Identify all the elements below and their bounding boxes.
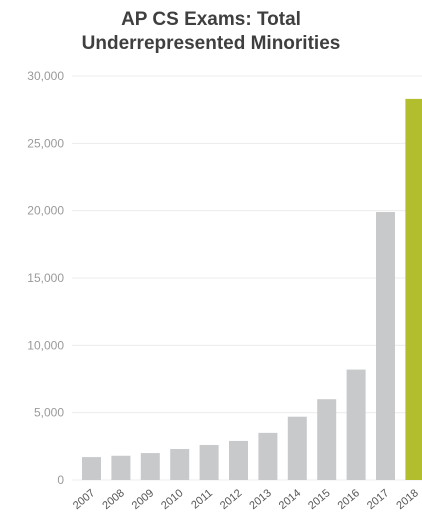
x-axis-ticks: 2007 2008 2009 2010 2011 2012 2013 2014 2015 2016…	[71, 487, 421, 512]
x-tick-label-2012: 2012	[218, 487, 244, 512]
y-tick-label: 25,000	[27, 136, 64, 150]
chart-title-line-2: Underrepresented Minorities	[81, 33, 341, 54]
chart-title: AP CS Exams: Total Underrepresented Mino…	[0, 8, 422, 56]
y-tick-label: 10,000	[27, 338, 64, 352]
x-tick-label-2018: 2018	[394, 487, 420, 512]
x-tick-label-2010: 2010	[159, 487, 185, 512]
y-tick-label: 5,000	[34, 406, 64, 420]
x-tick-label-2013: 2013	[247, 487, 273, 512]
bar-2018	[405, 98, 422, 480]
bar-2010	[170, 449, 190, 480]
x-tick-label-2008: 2008	[100, 487, 126, 512]
bar-2012	[229, 440, 248, 480]
gridlines	[72, 75, 422, 481]
x-tick-label-2011: 2011	[189, 487, 215, 511]
chart-title-line-1: AP CS Exams: Total	[121, 9, 301, 30]
x-tick-label-2016: 2016	[336, 487, 362, 512]
x-tick-label-2015: 2015	[306, 487, 332, 512]
y-tick-label: 0	[57, 473, 64, 487]
y-tick-label: 20,000	[27, 204, 64, 218]
bar-2007	[82, 457, 101, 480]
bars	[82, 98, 422, 480]
x-tick-label-2007: 2007	[71, 487, 97, 512]
bar-2014	[287, 416, 307, 480]
x-tick-label-2009: 2009	[130, 487, 156, 512]
bar-2011	[199, 444, 219, 480]
bar-2017	[376, 212, 395, 480]
y-axis-ticks: 0 5,000 10,000 15,000 20,000 25,000 30,000	[27, 69, 64, 487]
bar-2008	[111, 455, 131, 480]
bar-2016	[346, 369, 366, 480]
y-tick-label: 15,000	[27, 271, 64, 285]
bar-2013	[258, 432, 278, 480]
bar-2009	[140, 453, 160, 480]
bar-2015	[317, 399, 337, 480]
x-tick-label-2014: 2014	[277, 487, 303, 512]
y-tick-label: 30,000	[27, 69, 64, 83]
x-tick-label-2017: 2017	[365, 487, 391, 512]
